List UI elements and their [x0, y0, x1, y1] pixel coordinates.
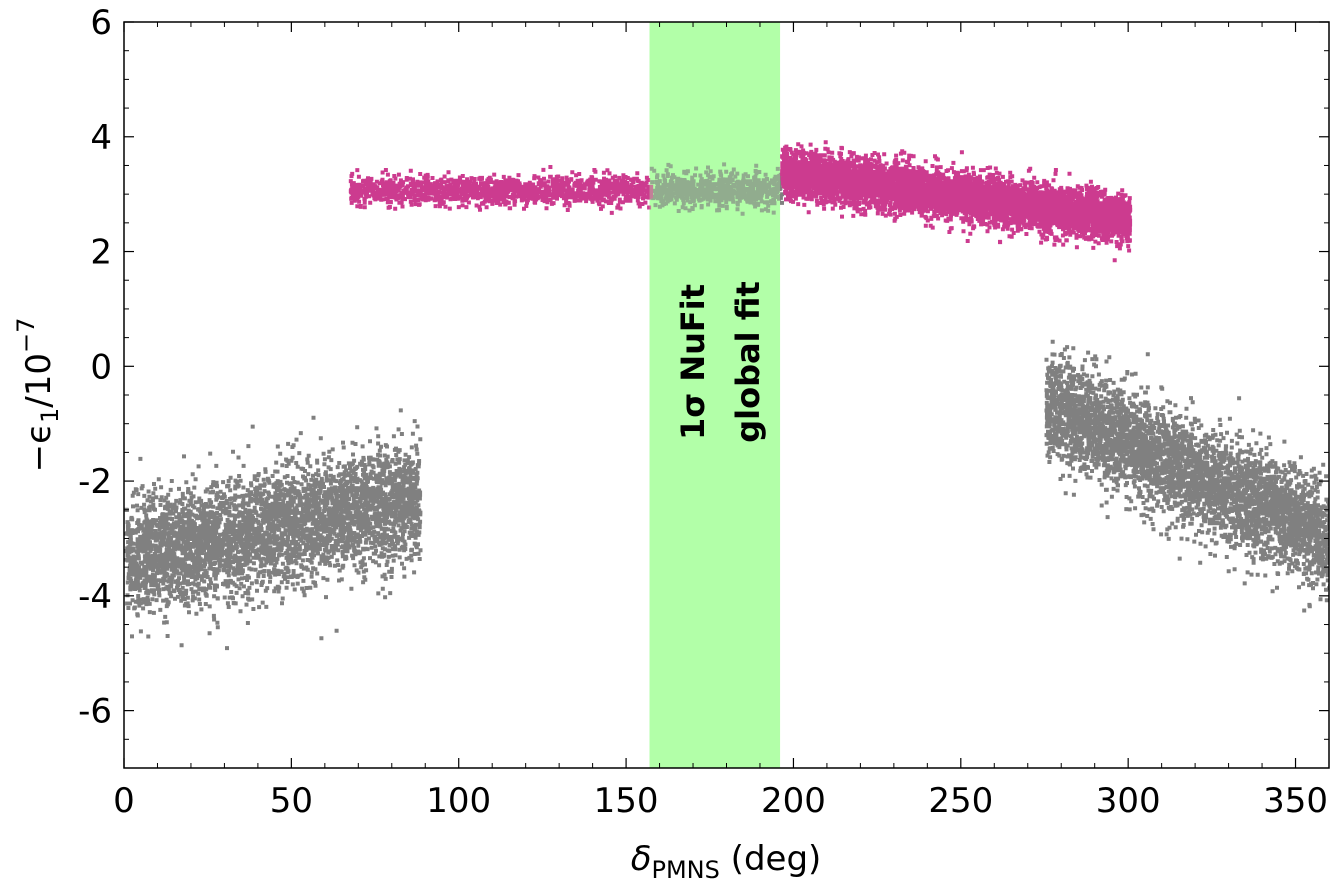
point-cluster-0-1 [1044, 339, 1329, 613]
x-axis-label-symbol: δ [631, 839, 652, 879]
y-tick-label-2: -2 [78, 462, 112, 502]
y-axis-label-subscript: 1 [36, 408, 64, 423]
y-tick-label-5: 4 [90, 118, 112, 158]
band-label-line2: global fit [729, 281, 767, 442]
band-label-line1: 1σ NuFit [674, 284, 712, 440]
x-axis-label-unit: (deg) [720, 839, 821, 879]
point-cluster-1-0 [348, 165, 654, 215]
nufit-band-layer [649, 22, 781, 768]
y-tick-label-0: -6 [78, 692, 112, 732]
point-cluster-0-0 [124, 408, 423, 651]
x-tick-label-1: 50 [270, 781, 313, 821]
y-axis-label-middle: /10 [19, 353, 59, 408]
y-axis-label-superscript: −7 [12, 318, 40, 353]
y-tick-label-4: 2 [90, 233, 112, 273]
series-0 [124, 162, 1329, 651]
x-tick-label-6: 300 [1096, 781, 1161, 821]
x-tick-label-5: 250 [928, 781, 993, 821]
x-tick-label-4: 200 [761, 781, 826, 821]
axes-layer: 0 50 100 150 200 250 300 350 -6 -4 -2 0 2 4 6 [78, 3, 1330, 821]
x-tick-label-3: 150 [594, 781, 659, 821]
nufit-band-overlay-layer [649, 22, 781, 768]
y-tick-label-1: -4 [78, 577, 112, 617]
x-tick-label-0: 0 [113, 781, 135, 821]
point-cluster-0-2 [649, 162, 785, 216]
y-axis-label: −ϵ1/10−7 [12, 318, 64, 473]
x-tick-label-2: 100 [426, 781, 491, 821]
y-tick-label-6: 6 [90, 3, 112, 43]
nufit-band-overlay [649, 22, 781, 768]
y-axis-label-prefix: −ϵ [19, 423, 59, 472]
y-tick-label-3: 0 [90, 347, 112, 387]
x-axis-label: δPMNS (deg) [631, 839, 822, 884]
series-1 [348, 140, 1133, 263]
nufit-band [649, 22, 781, 768]
point-cluster-1-1 [780, 140, 1133, 263]
x-axis-label-subscript: PMNS [652, 856, 720, 884]
x-tick-label-7: 350 [1263, 781, 1328, 821]
scatter-points-layer [124, 140, 1329, 651]
nufit-band-label: 1σ NuFit global fit [674, 281, 767, 442]
